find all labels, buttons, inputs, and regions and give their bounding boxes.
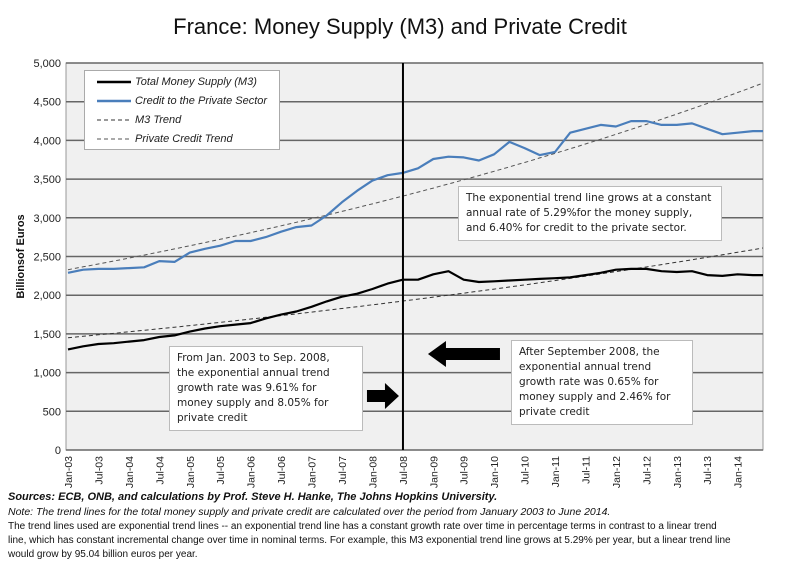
x-tick-label: Jan-13 bbox=[672, 456, 684, 488]
series-line-m3-trend bbox=[67, 247, 764, 339]
y-tick-label: 1,000 bbox=[33, 368, 61, 380]
legend: Total Money Supply (M3) Credit to the Pr… bbox=[84, 70, 280, 150]
legend-item-credit-trend: Private Credit Trend bbox=[97, 130, 233, 148]
x-tick-label: Jul-08 bbox=[398, 456, 410, 485]
x-tick-label: Jan-09 bbox=[428, 456, 440, 488]
annotation-before-sep-2008: From Jan. 2003 to Sep. 2008, the exponen… bbox=[169, 346, 363, 431]
legend-label: M3 Trend bbox=[135, 114, 182, 126]
legend-label: Total Money Supply (M3) bbox=[135, 76, 257, 88]
legend-label: Private Credit Trend bbox=[135, 133, 233, 145]
legend-item-credit: Credit to the Private Sector bbox=[97, 92, 267, 110]
x-tick-label: Jul-05 bbox=[215, 456, 227, 485]
footer-note: Note: The trend lines for the total mone… bbox=[8, 506, 611, 518]
y-tick-label: 5,000 bbox=[33, 58, 61, 70]
x-tick-label: Jul-09 bbox=[459, 456, 471, 485]
x-tick-label: Jan-08 bbox=[367, 456, 379, 488]
x-tick-label: Jan-11 bbox=[550, 456, 562, 487]
legend-label: Credit to the Private Sector bbox=[135, 95, 268, 107]
y-tick-label: 2,000 bbox=[33, 290, 61, 302]
footer-text-1: The trend lines used are exponential tre… bbox=[8, 521, 717, 532]
x-tick-label: Jul-10 bbox=[520, 456, 532, 485]
x-tick-label: Jan-10 bbox=[489, 456, 501, 488]
x-tick-label: Jan-06 bbox=[246, 456, 258, 488]
x-tick-label: Jan-04 bbox=[124, 456, 136, 488]
y-tick-label: 0 bbox=[55, 445, 61, 457]
x-tick-label: Jul-11 bbox=[580, 456, 592, 484]
y-tick-label: 500 bbox=[43, 406, 61, 418]
x-tick-label: Jul-07 bbox=[337, 456, 349, 485]
legend-item-m3: Total Money Supply (M3) bbox=[97, 73, 257, 91]
y-tick-label: 1,500 bbox=[33, 329, 61, 341]
series-line-credit-to-the-private-sector bbox=[67, 119, 763, 274]
x-tick-label: Jan-03 bbox=[63, 456, 75, 488]
footer-text-2: line, which has constant incremental cha… bbox=[8, 535, 731, 546]
arrow-right-icon bbox=[366, 383, 399, 409]
footer-text-3: would grow by 95.04 billion euros per ye… bbox=[8, 549, 198, 560]
x-tick-label: Jul-06 bbox=[276, 456, 288, 485]
legend-item-m3-trend: M3 Trend bbox=[97, 111, 181, 129]
x-tick-label: Jan-14 bbox=[733, 456, 745, 488]
x-tick-label: Jan-07 bbox=[307, 456, 319, 488]
chart-title: France: Money Supply (M3) and Private Cr… bbox=[173, 14, 627, 39]
arrow-left-icon bbox=[427, 341, 500, 367]
y-tick-label: 3,500 bbox=[33, 174, 61, 186]
x-tick-label: Jan-12 bbox=[611, 456, 623, 488]
x-tick-label: Jul-03 bbox=[93, 456, 105, 485]
annotation-after-sep-2008: After September 2008, the exponential an… bbox=[511, 340, 693, 425]
y-tick-label: 4,500 bbox=[33, 97, 61, 109]
x-tick-label: Jul-04 bbox=[154, 456, 166, 485]
y-tick-label: 2,500 bbox=[33, 252, 61, 264]
annotation-trend-rate: The exponential trend line grows at a co… bbox=[458, 186, 722, 241]
x-tick-label: Jan-05 bbox=[185, 456, 197, 488]
footer-sources: Sources: ECB, ONB, and calculations by P… bbox=[8, 491, 498, 503]
series-line-private-credit-trend bbox=[67, 82, 764, 271]
x-tick-label: Jul-12 bbox=[641, 456, 653, 485]
y-axis-label: Billionsof Euros bbox=[15, 214, 27, 298]
x-tick-label: Jul-13 bbox=[702, 456, 714, 485]
y-tick-label: 4,000 bbox=[33, 135, 61, 147]
y-tick-label: 3,000 bbox=[33, 213, 61, 225]
series-line-total-money-supply-m3- bbox=[67, 267, 763, 351]
